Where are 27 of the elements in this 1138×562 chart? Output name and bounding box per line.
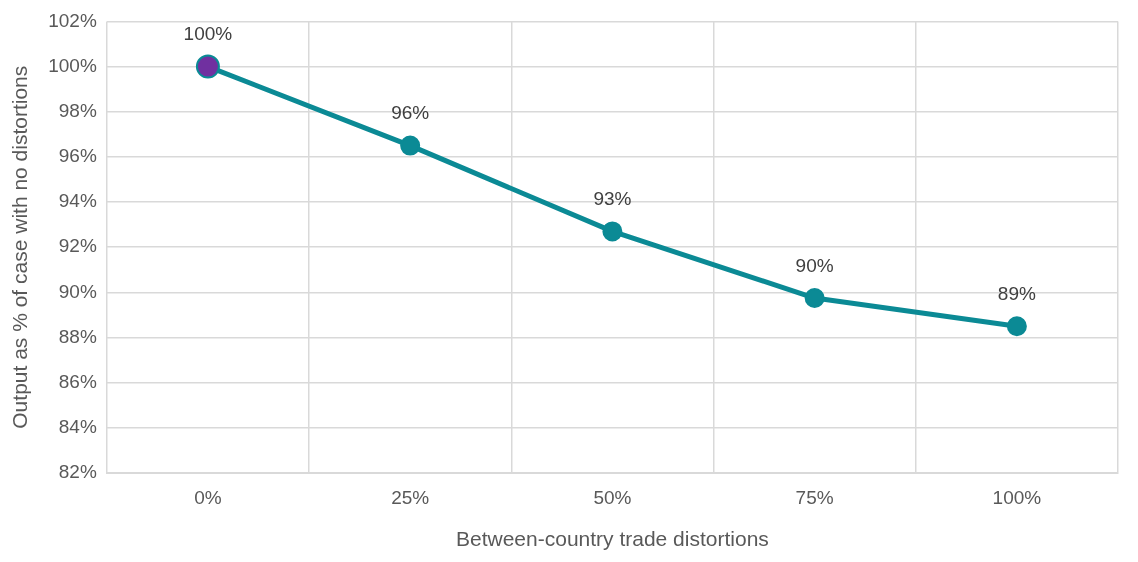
y-tick-label: 84% xyxy=(58,416,97,438)
x-tick-label: 75% xyxy=(795,486,834,508)
y-tick-label: 88% xyxy=(58,325,97,347)
y-axis-title: Output as % of case with no distortions xyxy=(8,65,32,429)
y-tick-label: 96% xyxy=(58,145,97,167)
x-tick-label: 100% xyxy=(992,486,1042,508)
y-tick-label: 86% xyxy=(58,370,97,392)
y-tick-label: 102% xyxy=(48,9,97,31)
x-tick-label: 50% xyxy=(593,486,632,508)
y-tick-label: 82% xyxy=(58,461,97,483)
data-label: 90% xyxy=(795,254,834,276)
point xyxy=(804,288,825,309)
data-label: 93% xyxy=(593,188,632,210)
point xyxy=(1006,316,1027,337)
point xyxy=(602,221,623,242)
y-tick-label: 98% xyxy=(58,99,97,121)
x-axis-title: Between-country trade distortions xyxy=(455,527,769,551)
data-label: 89% xyxy=(997,282,1036,304)
y-tick-label: 94% xyxy=(58,190,97,212)
x-tick-label: 0% xyxy=(194,486,222,508)
x-tick-label: 25% xyxy=(391,486,430,508)
data-label: 100% xyxy=(183,23,233,45)
data-label: 96% xyxy=(391,102,430,124)
y-tick-label: 100% xyxy=(48,54,97,76)
point xyxy=(400,135,421,156)
y-tick-label: 92% xyxy=(58,235,97,257)
y-tick-label: 90% xyxy=(58,280,97,302)
